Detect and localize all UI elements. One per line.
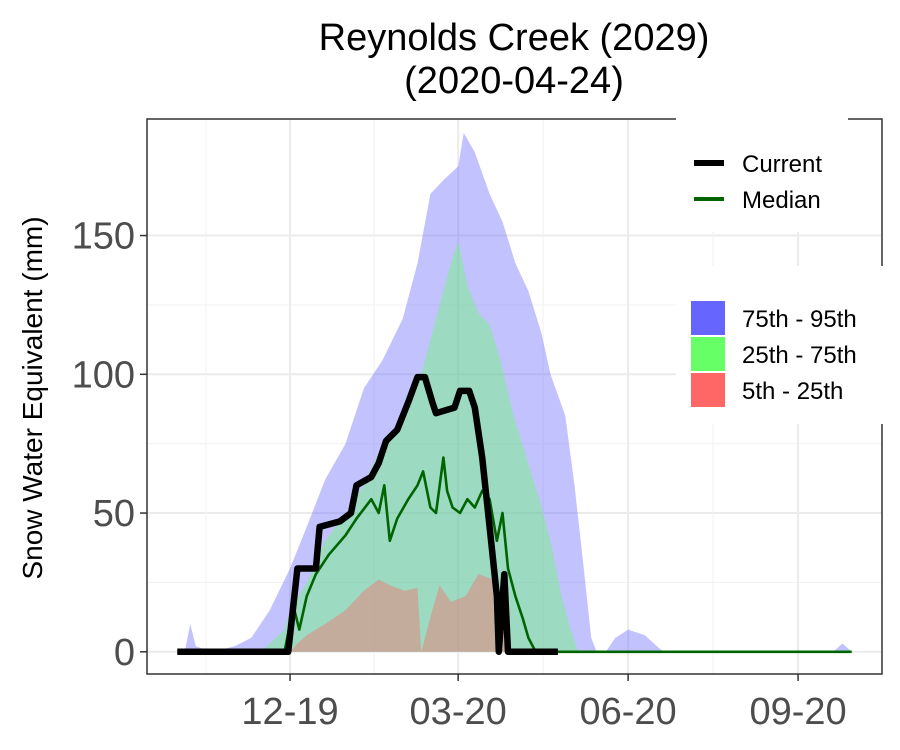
legend-bands: 75th - 95th 25th - 75th 5th - 25th [676, 266, 886, 424]
percentile-bands [184, 132, 852, 652]
y-tick-label: 50 [93, 493, 135, 535]
legend-band-swatch [691, 373, 725, 407]
legend-line-label: Median [742, 187, 821, 214]
series-line-median [177, 456, 852, 654]
chart-subtitle: (2020-04-24) [404, 60, 624, 102]
series-lines [177, 373, 852, 656]
x-axis: 12-19 03-20 06-20 09-20 [241, 674, 847, 733]
y-tick-label: 150 [72, 216, 135, 258]
x-tick-label: 09-20 [749, 691, 846, 733]
band-p75-p95 [184, 132, 852, 652]
band-p25-p75 [260, 241, 579, 652]
x-tick-label: 03-20 [410, 691, 507, 733]
y-tick-label: 0 [114, 632, 135, 674]
legend-band-label: 5th - 25th [742, 378, 843, 405]
x-tick-label: 06-20 [580, 691, 677, 733]
y-tick-label: 100 [72, 354, 135, 396]
y-axis: 0 50 100 150 [72, 216, 147, 674]
series-line-current [177, 373, 558, 656]
y-axis-label: Snow Water Equivalent (mm) [17, 216, 48, 579]
legend-band-label: 75th - 95th [742, 306, 857, 333]
x-tick-label: 12-19 [241, 691, 338, 733]
legend-band-swatch [691, 301, 725, 335]
legend-lines: Current Median [676, 114, 848, 232]
legend-line-label: Current [742, 151, 822, 178]
band-p5-p25 [290, 574, 512, 652]
legend-lines-background [676, 114, 848, 232]
chart-title: Reynolds Creek (2029) [319, 17, 710, 59]
legend-band-label: 25th - 75th [742, 342, 857, 369]
legend-band-swatch [691, 337, 725, 371]
